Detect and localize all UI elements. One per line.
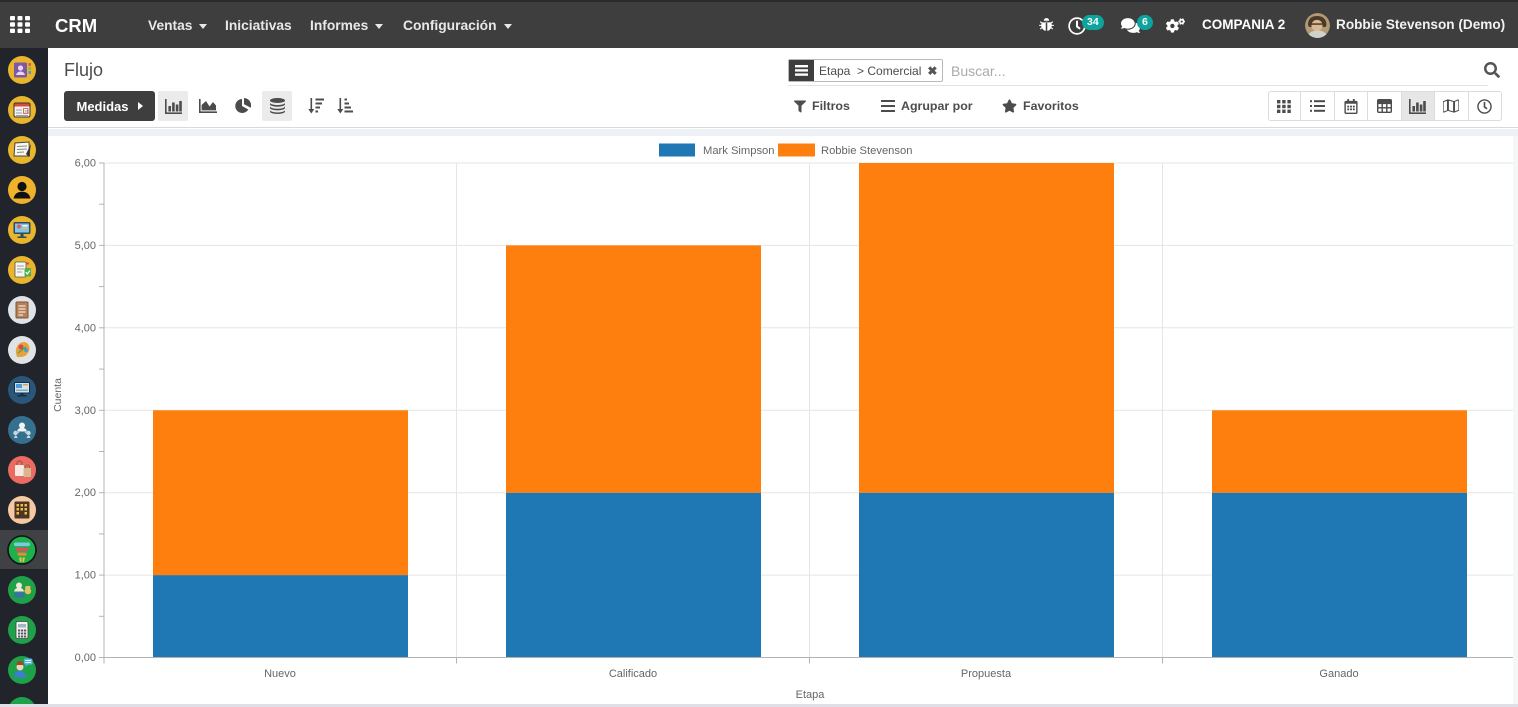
svg-text:Propuesta: Propuesta [961, 668, 1012, 680]
svg-text:Cuenta: Cuenta [52, 378, 64, 412]
svg-text:3,00: 3,00 [75, 405, 96, 417]
svg-text:Ganado: Ganado [1319, 668, 1358, 680]
svg-text:1,00: 1,00 [75, 570, 96, 582]
svg-text:0,00: 0,00 [75, 652, 96, 664]
svg-text:4,00: 4,00 [75, 322, 96, 334]
svg-text:31: 31 [24, 109, 29, 114]
svg-text:Nuevo: Nuevo [264, 668, 296, 680]
svg-text:Calificado: Calificado [609, 668, 657, 680]
svg-text:Mark Simpson: Mark Simpson [703, 145, 775, 157]
svg-text:2,00: 2,00 [75, 487, 96, 499]
svg-text:Etapa: Etapa [796, 689, 826, 701]
svg-text:6,00: 6,00 [75, 158, 96, 170]
svg-text:5,00: 5,00 [75, 240, 96, 252]
svg-text:Robbie Stevenson: Robbie Stevenson [821, 145, 912, 157]
